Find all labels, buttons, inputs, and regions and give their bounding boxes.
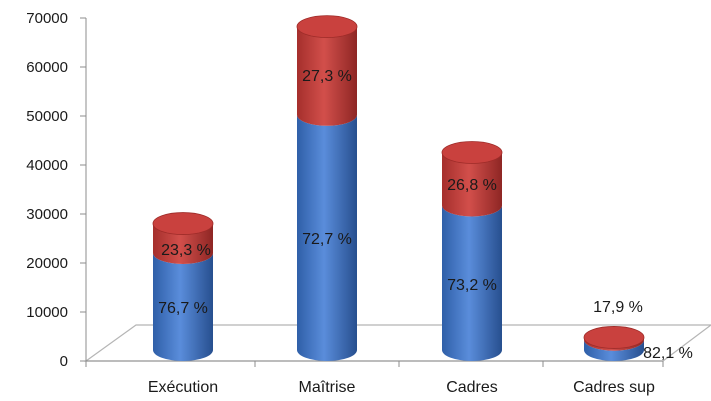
y-tick-label: 20000 xyxy=(26,255,68,272)
y-tick-label: 0 xyxy=(60,353,68,370)
y-tick-label: 70000 xyxy=(26,10,68,27)
bar-cadres-sup-top-segment xyxy=(583,326,645,351)
data-label-base: 73,2 % xyxy=(447,277,497,294)
bar-cadres-base-segment xyxy=(442,205,502,361)
bar-segment-top-top xyxy=(152,212,214,235)
bar-maitrise-base-segment xyxy=(297,114,357,361)
bar-cadres-sup-base-segment xyxy=(584,339,644,361)
x-category-label: Maîtrise xyxy=(299,379,356,396)
y-tick-label: 50000 xyxy=(26,108,68,125)
data-label-top: 27,3 % xyxy=(302,68,352,85)
data-label-top: 23,3 % xyxy=(161,242,211,259)
bar-maitrise-top-segment xyxy=(296,15,358,126)
data-label-base: 72,7 % xyxy=(302,231,352,248)
bar-segment-top-body xyxy=(297,26,357,126)
bar-execution-base-segment xyxy=(153,252,213,361)
bar-segment-execution-body xyxy=(442,205,502,361)
bar-segment-top-body xyxy=(442,152,502,217)
data-label-top: 26,8 % xyxy=(447,177,497,194)
data-label-base: 76,7 % xyxy=(158,300,208,317)
x-category-label: Cadres xyxy=(446,379,498,396)
bar-segment-top-body xyxy=(153,223,213,264)
y-tick-label: 10000 xyxy=(26,304,68,321)
x-category-label: Exécution xyxy=(148,379,218,396)
bar-cadres-top-segment xyxy=(441,141,503,217)
bar-segment-top-top xyxy=(583,326,645,349)
bar-segment-execution-body xyxy=(297,114,357,361)
bar-segment-top-top xyxy=(296,15,358,39)
bar-segment-top-top xyxy=(441,141,503,164)
y-tick-label: 30000 xyxy=(26,206,68,223)
x-category-label: Cadres sup xyxy=(573,379,655,396)
data-label-top: 17,9 % xyxy=(593,299,643,316)
bar-segment-execution-body xyxy=(153,252,213,361)
bar-execution-top-segment xyxy=(152,212,214,264)
bar-segment-execution-body xyxy=(584,339,644,361)
data-label-base: 82,1 % xyxy=(643,345,693,362)
y-tick-label: 60000 xyxy=(26,59,68,76)
y-tick-label: 40000 xyxy=(26,157,68,174)
